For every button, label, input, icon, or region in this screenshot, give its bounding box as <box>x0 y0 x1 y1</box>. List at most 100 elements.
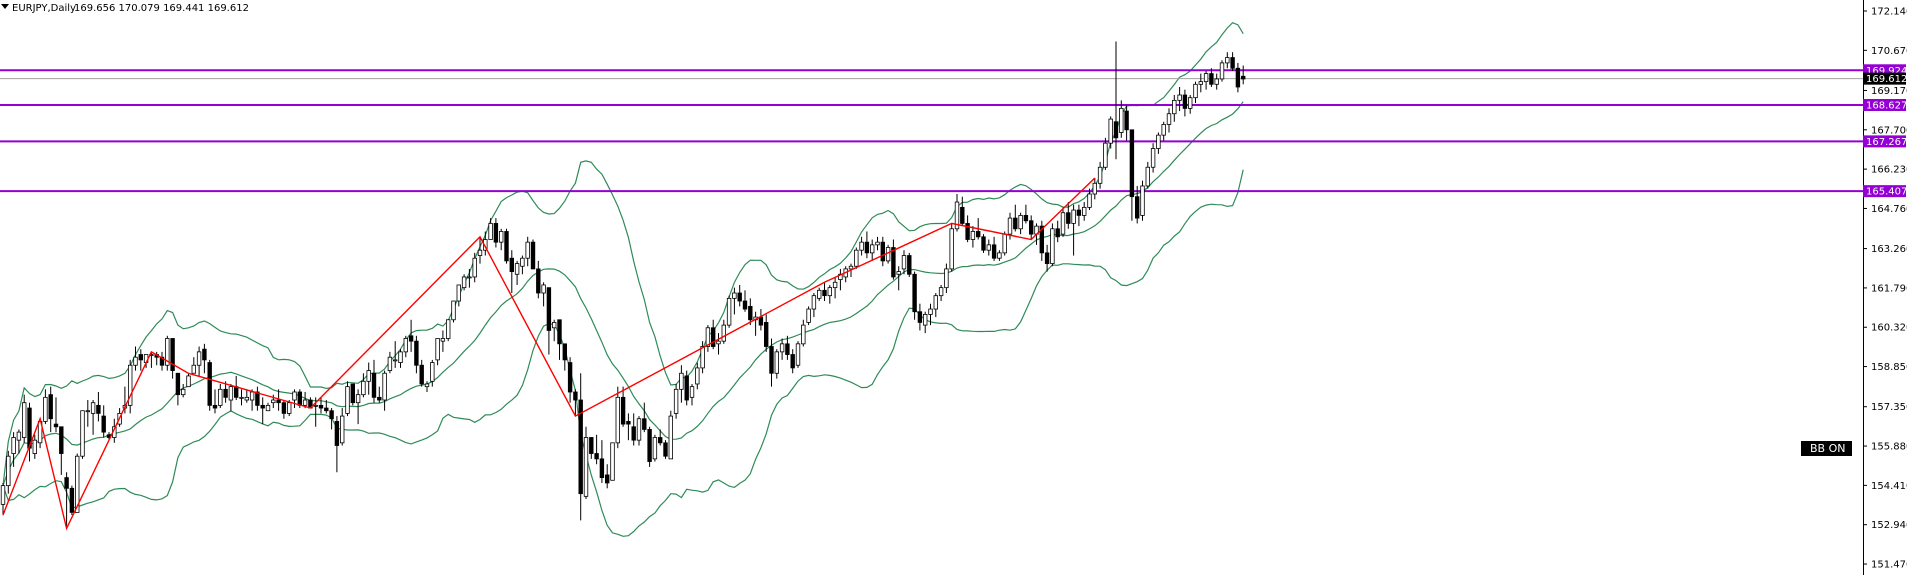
candle-bull <box>700 346 705 369</box>
candle-bear <box>1230 57 1235 69</box>
price-tick-label: 163.260 <box>1871 244 1907 255</box>
candle-bear <box>663 442 668 457</box>
candle-bull <box>43 396 48 422</box>
price-tick-label: 152.940 <box>1871 520 1907 531</box>
horizontal-levels[interactable] <box>0 69 1863 193</box>
candle-bear <box>281 402 287 414</box>
candle-bull <box>1193 83 1198 99</box>
candle-bear <box>567 362 573 393</box>
current-price-badge <box>1863 72 1906 85</box>
candle-bear <box>493 223 499 243</box>
candle-bull <box>1082 206 1087 216</box>
candle-bear <box>737 292 742 302</box>
price-tick-label: 154.410 <box>1871 481 1907 492</box>
candle-bear <box>891 247 896 278</box>
candle-bull <box>271 399 276 404</box>
candle-bull <box>695 367 700 385</box>
candle-bull <box>0 485 6 505</box>
candle-bull <box>186 375 191 388</box>
candle-bull <box>440 338 446 342</box>
candle-bull <box>1119 107 1124 133</box>
candle-bull <box>673 388 679 414</box>
candle-bull <box>970 231 976 240</box>
bb-indicator-badge[interactable]: BB ON <box>1801 441 1852 456</box>
candle-bull <box>901 255 907 270</box>
candle-bull <box>292 391 297 401</box>
candle-bear <box>170 338 175 371</box>
candle-bear <box>594 453 599 460</box>
candle-bear <box>658 437 663 444</box>
candle-bear <box>408 335 414 342</box>
candle-bull <box>1087 193 1092 208</box>
candle-bull <box>806 308 811 323</box>
candle-bull <box>345 386 350 414</box>
candle-bull <box>1198 81 1203 85</box>
candle-bear <box>912 273 917 313</box>
candle-bear <box>414 340 419 366</box>
candle-bull <box>21 402 27 438</box>
candle-bear <box>297 391 302 406</box>
candle-bear <box>207 362 212 406</box>
candle-bull <box>75 455 80 513</box>
candle-bull <box>875 241 880 246</box>
candle-bull <box>944 268 949 289</box>
candle-bull <box>467 276 472 279</box>
candle-bear <box>642 418 647 430</box>
candle-bear <box>1124 110 1129 131</box>
candle-bull <box>1225 57 1230 64</box>
candle-bull <box>228 386 234 401</box>
candle-bull <box>774 351 779 374</box>
candle-bull <box>859 241 864 251</box>
candle-bear <box>530 241 536 270</box>
candle-bull <box>525 241 530 259</box>
candle-bear <box>647 429 652 462</box>
level-badge-label: 165.407 <box>1866 187 1907 198</box>
candle-bear <box>1209 73 1214 85</box>
candle-bull <box>716 340 721 345</box>
candle-bear <box>223 388 228 398</box>
candle-bull <box>1177 94 1182 101</box>
candle-bear <box>1135 196 1140 219</box>
candle-bull <box>1002 233 1007 254</box>
candle-bull <box>398 351 403 363</box>
candle-bull <box>286 402 292 414</box>
candle-bull <box>795 343 801 366</box>
candle-bull <box>896 271 901 275</box>
bollinger-upper-line <box>2 21 1244 486</box>
candle-bear <box>318 404 324 409</box>
candle-bull <box>218 388 223 406</box>
candle-bull <box>244 396 249 401</box>
candle-bull <box>679 372 684 390</box>
candle-bull <box>986 244 991 251</box>
price-tick-label: 161.790 <box>1871 283 1907 294</box>
candle-bull <box>339 415 345 444</box>
candle-bull <box>1092 182 1097 195</box>
collapse-triangle-icon[interactable] <box>1 4 9 9</box>
candle-bull <box>239 396 244 399</box>
candle-bull <box>1007 217 1013 235</box>
candle-bear <box>59 426 64 454</box>
candlestick-series <box>0 41 1246 529</box>
candle-bull <box>1172 99 1177 115</box>
candle-bear <box>64 477 69 489</box>
candle-bear <box>546 287 552 331</box>
bb-badge-box[interactable] <box>1801 441 1852 456</box>
candle-bull <box>191 364 196 374</box>
candle-bear <box>536 268 541 294</box>
candle-bull <box>1145 166 1150 187</box>
candle-bear <box>53 423 59 428</box>
candle-bear <box>334 421 340 446</box>
candle-bear <box>748 305 753 321</box>
candle-bear <box>509 257 514 272</box>
price-tick-label: 157.350 <box>1871 402 1907 413</box>
candle-bull <box>689 386 695 398</box>
candle-bull <box>249 391 255 401</box>
price-tick-label: 170.670 <box>1871 46 1907 57</box>
candle-bull <box>85 410 90 413</box>
candle-bull <box>302 399 308 406</box>
price-tick-label: 167.700 <box>1871 125 1907 136</box>
price-tick-label: 151.470 <box>1871 560 1907 571</box>
candle-bull <box>403 338 408 353</box>
candle-bear <box>1013 217 1018 230</box>
